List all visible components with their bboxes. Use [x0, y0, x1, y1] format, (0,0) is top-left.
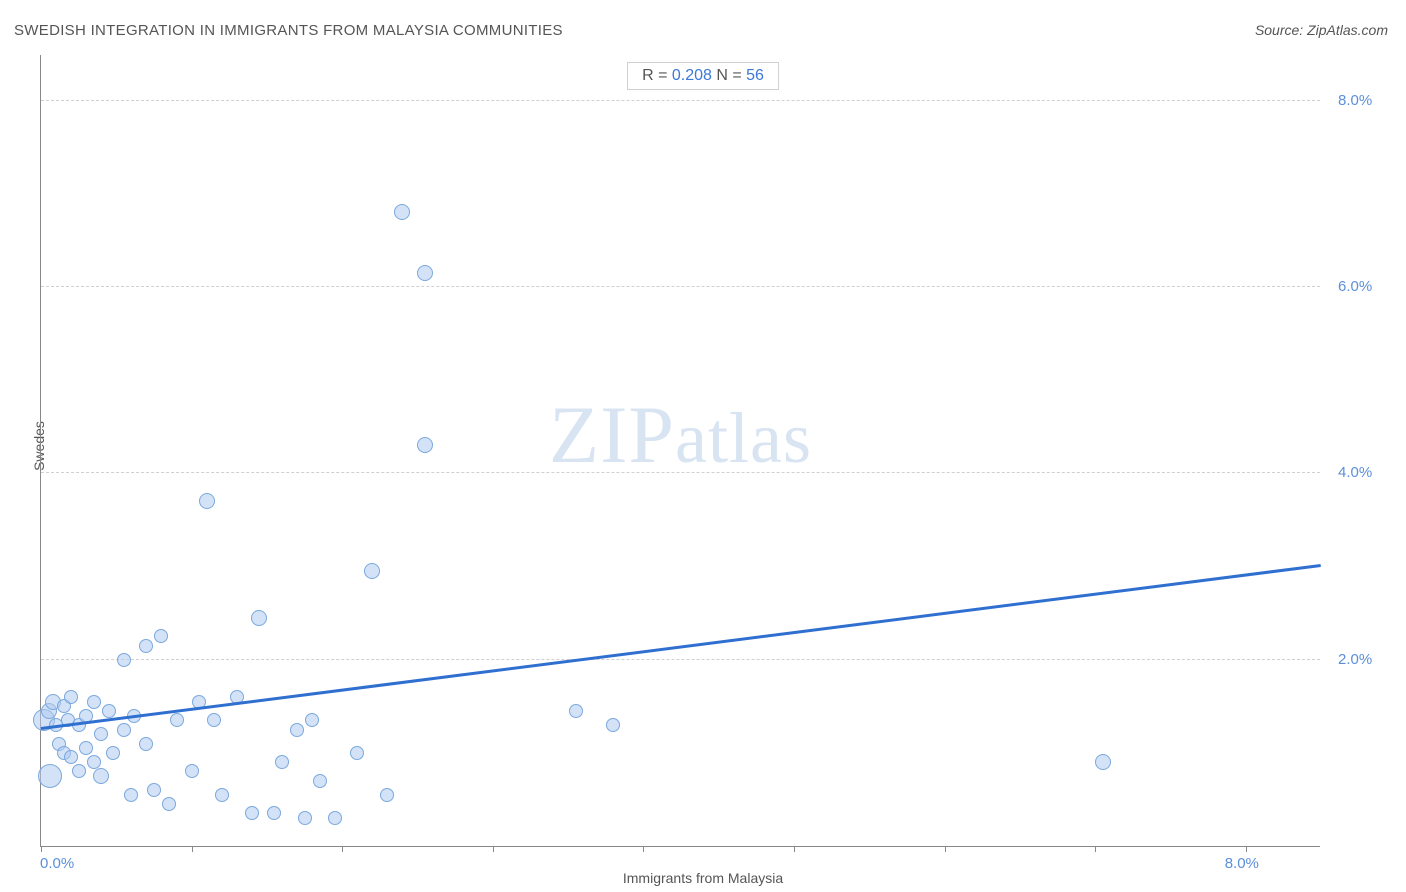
- scatter-point: [87, 755, 101, 769]
- scatter-point: [79, 741, 93, 755]
- scatter-point: [606, 718, 620, 732]
- scatter-point: [1095, 754, 1111, 770]
- scatter-point: [117, 653, 131, 667]
- source-attribution: Source: ZipAtlas.com: [1255, 22, 1388, 38]
- scatter-point: [251, 610, 267, 626]
- scatter-point: [328, 811, 342, 825]
- x-axis-label: Immigrants from Malaysia: [623, 870, 783, 886]
- chart-title: SWEDISH INTEGRATION IN IMMIGRANTS FROM M…: [14, 22, 563, 39]
- x-tick: [794, 846, 795, 852]
- scatter-point: [313, 774, 327, 788]
- scatter-point: [394, 204, 410, 220]
- n-label: N =: [712, 67, 746, 84]
- scatter-point: [215, 788, 229, 802]
- x-tick: [643, 846, 644, 852]
- scatter-point: [275, 755, 289, 769]
- x-tick: [342, 846, 343, 852]
- y-tick-label: 8.0%: [1338, 92, 1372, 109]
- scatter-point: [207, 713, 221, 727]
- scatter-point: [305, 713, 319, 727]
- r-value: 0.208: [672, 67, 712, 84]
- scatter-point: [124, 788, 138, 802]
- scatter-plot-area: ZIPatlas: [40, 55, 1320, 847]
- scatter-point: [72, 764, 86, 778]
- gridline: [41, 100, 1320, 101]
- scatter-point: [139, 737, 153, 751]
- y-tick-label: 2.0%: [1338, 651, 1372, 668]
- y-tick-label: 6.0%: [1338, 278, 1372, 295]
- scatter-point: [245, 806, 259, 820]
- scatter-point: [185, 764, 199, 778]
- gridline: [41, 472, 1320, 473]
- scatter-point: [199, 493, 215, 509]
- x-tick-label: 0.0%: [40, 855, 74, 872]
- scatter-point: [93, 768, 109, 784]
- scatter-point: [139, 639, 153, 653]
- x-tick-label: 8.0%: [1225, 855, 1259, 872]
- y-tick-label: 4.0%: [1338, 464, 1372, 481]
- watermark-bold: ZIP: [549, 389, 675, 480]
- scatter-point: [154, 629, 168, 643]
- n-value: 56: [746, 67, 764, 84]
- scatter-point: [147, 783, 161, 797]
- scatter-point: [267, 806, 281, 820]
- scatter-point: [170, 713, 184, 727]
- scatter-point: [94, 727, 108, 741]
- x-tick: [192, 846, 193, 852]
- scatter-point: [417, 437, 433, 453]
- statistics-box: R = 0.208 N = 56: [627, 62, 779, 90]
- watermark-light: atlas: [675, 398, 812, 478]
- scatter-point: [569, 704, 583, 718]
- trend-line: [41, 564, 1321, 730]
- x-tick: [1095, 846, 1096, 852]
- scatter-point: [380, 788, 394, 802]
- scatter-point: [102, 704, 116, 718]
- gridline: [41, 659, 1320, 660]
- scatter-point: [162, 797, 176, 811]
- x-tick: [41, 846, 42, 852]
- scatter-point: [417, 265, 433, 281]
- scatter-point: [298, 811, 312, 825]
- scatter-point: [106, 746, 120, 760]
- x-tick: [1246, 846, 1247, 852]
- scatter-point: [38, 764, 62, 788]
- x-tick: [945, 846, 946, 852]
- r-label: R =: [642, 67, 672, 84]
- watermark: ZIPatlas: [549, 388, 812, 482]
- scatter-point: [364, 563, 380, 579]
- x-tick: [493, 846, 494, 852]
- scatter-point: [64, 750, 78, 764]
- scatter-point: [350, 746, 364, 760]
- scatter-point: [87, 695, 101, 709]
- scatter-point: [117, 723, 131, 737]
- scatter-point: [64, 690, 78, 704]
- scatter-point: [290, 723, 304, 737]
- gridline: [41, 286, 1320, 287]
